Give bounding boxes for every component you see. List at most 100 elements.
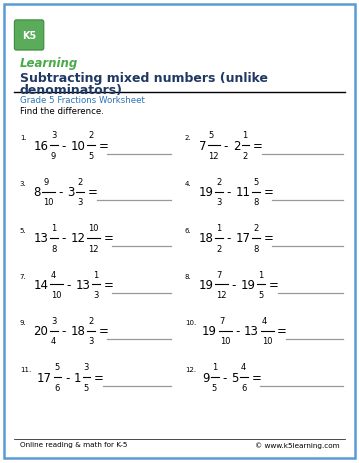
Text: 7: 7 <box>199 139 206 152</box>
Text: 5: 5 <box>84 383 89 392</box>
Text: 10: 10 <box>51 290 61 300</box>
Text: denominators): denominators) <box>20 84 123 97</box>
Text: 8: 8 <box>33 186 41 199</box>
Text: =: = <box>264 186 274 199</box>
Text: 1: 1 <box>212 363 217 372</box>
Text: 13: 13 <box>244 325 259 338</box>
Text: 4: 4 <box>262 316 267 325</box>
Text: -: - <box>61 325 66 338</box>
Text: 5: 5 <box>258 290 264 300</box>
Text: 10: 10 <box>220 337 230 346</box>
Text: 5: 5 <box>55 363 60 372</box>
Text: 3: 3 <box>88 337 93 346</box>
Text: 2: 2 <box>233 139 240 152</box>
Text: 3.: 3. <box>20 181 27 187</box>
Text: Find the difference.: Find the difference. <box>20 106 104 115</box>
Text: 5: 5 <box>208 131 214 140</box>
Text: =: = <box>98 325 108 338</box>
Text: 13: 13 <box>75 278 90 291</box>
Text: 4.: 4. <box>185 181 191 187</box>
Text: 4: 4 <box>51 337 56 346</box>
Text: 1: 1 <box>74 371 81 384</box>
Text: 3: 3 <box>93 290 98 300</box>
Text: -: - <box>227 186 231 199</box>
Text: 12.: 12. <box>185 366 196 372</box>
Text: 2.: 2. <box>185 135 191 140</box>
Text: K5: K5 <box>22 31 36 41</box>
Text: 11.: 11. <box>20 366 31 372</box>
Text: 13: 13 <box>33 232 48 245</box>
Text: 3: 3 <box>216 198 222 207</box>
Text: 8: 8 <box>253 198 258 207</box>
Text: 10.: 10. <box>185 320 196 325</box>
Text: 19: 19 <box>202 325 217 338</box>
Text: 6: 6 <box>241 383 246 392</box>
Text: 5: 5 <box>253 177 258 187</box>
Text: 10: 10 <box>70 139 85 152</box>
Text: -: - <box>227 232 231 245</box>
Text: =: = <box>251 371 261 384</box>
Text: 3: 3 <box>67 186 75 199</box>
Text: 10: 10 <box>43 198 53 207</box>
Text: 19: 19 <box>241 278 256 291</box>
Text: -: - <box>65 371 69 384</box>
Text: -: - <box>66 278 71 291</box>
Text: 7.: 7. <box>20 274 27 279</box>
Text: Learning: Learning <box>20 56 78 69</box>
Text: =: = <box>98 139 108 152</box>
Text: 7: 7 <box>220 316 225 325</box>
Text: =: = <box>94 371 104 384</box>
Text: 17: 17 <box>37 371 52 384</box>
Text: 9.: 9. <box>20 320 27 325</box>
Text: 6: 6 <box>55 383 60 392</box>
Text: Grade 5 Fractions Worksheet: Grade 5 Fractions Worksheet <box>20 96 145 105</box>
Text: -: - <box>59 186 63 199</box>
Text: Online reading & math for K-5: Online reading & math for K-5 <box>20 442 127 447</box>
Text: -: - <box>61 139 66 152</box>
Text: 2: 2 <box>88 316 93 325</box>
Text: 2: 2 <box>253 224 258 233</box>
Text: 2: 2 <box>216 177 222 187</box>
Text: 12: 12 <box>216 290 227 300</box>
Text: 18: 18 <box>70 325 85 338</box>
Text: 1: 1 <box>93 270 98 279</box>
Text: 1: 1 <box>258 270 264 279</box>
Text: 6.: 6. <box>185 227 192 233</box>
Text: 3: 3 <box>84 363 89 372</box>
Text: 5: 5 <box>231 371 239 384</box>
Text: -: - <box>224 139 228 152</box>
Text: 5: 5 <box>88 151 93 161</box>
Text: 10: 10 <box>88 224 98 233</box>
Text: 1: 1 <box>216 224 222 233</box>
Text: 1.: 1. <box>20 135 27 140</box>
Text: 9: 9 <box>51 151 56 161</box>
Text: -: - <box>232 278 236 291</box>
Text: -: - <box>222 371 227 384</box>
Text: =: = <box>277 325 287 338</box>
Text: 1: 1 <box>51 224 56 233</box>
Text: Subtracting mixed numbers (unlike: Subtracting mixed numbers (unlike <box>20 72 268 85</box>
Text: 9: 9 <box>202 371 210 384</box>
Text: 7: 7 <box>216 270 222 279</box>
Text: 19: 19 <box>199 278 214 291</box>
Text: 3: 3 <box>51 316 56 325</box>
Text: 2: 2 <box>88 131 93 140</box>
Text: 9: 9 <box>43 177 48 187</box>
Text: 8: 8 <box>51 244 56 253</box>
Text: 5: 5 <box>212 383 217 392</box>
Text: 12: 12 <box>70 232 85 245</box>
Text: 4: 4 <box>241 363 246 372</box>
Text: 1: 1 <box>242 131 248 140</box>
Text: -: - <box>61 232 66 245</box>
Text: =: = <box>103 278 113 291</box>
Text: 19: 19 <box>199 186 214 199</box>
Text: 8: 8 <box>253 244 258 253</box>
Text: 12: 12 <box>208 151 219 161</box>
Text: -: - <box>235 325 239 338</box>
Text: =: = <box>88 186 98 199</box>
Text: 10: 10 <box>262 337 272 346</box>
Text: 16: 16 <box>33 139 48 152</box>
Text: © www.k5learning.com: © www.k5learning.com <box>255 441 339 448</box>
Text: 2: 2 <box>77 177 83 187</box>
Text: 18: 18 <box>199 232 213 245</box>
